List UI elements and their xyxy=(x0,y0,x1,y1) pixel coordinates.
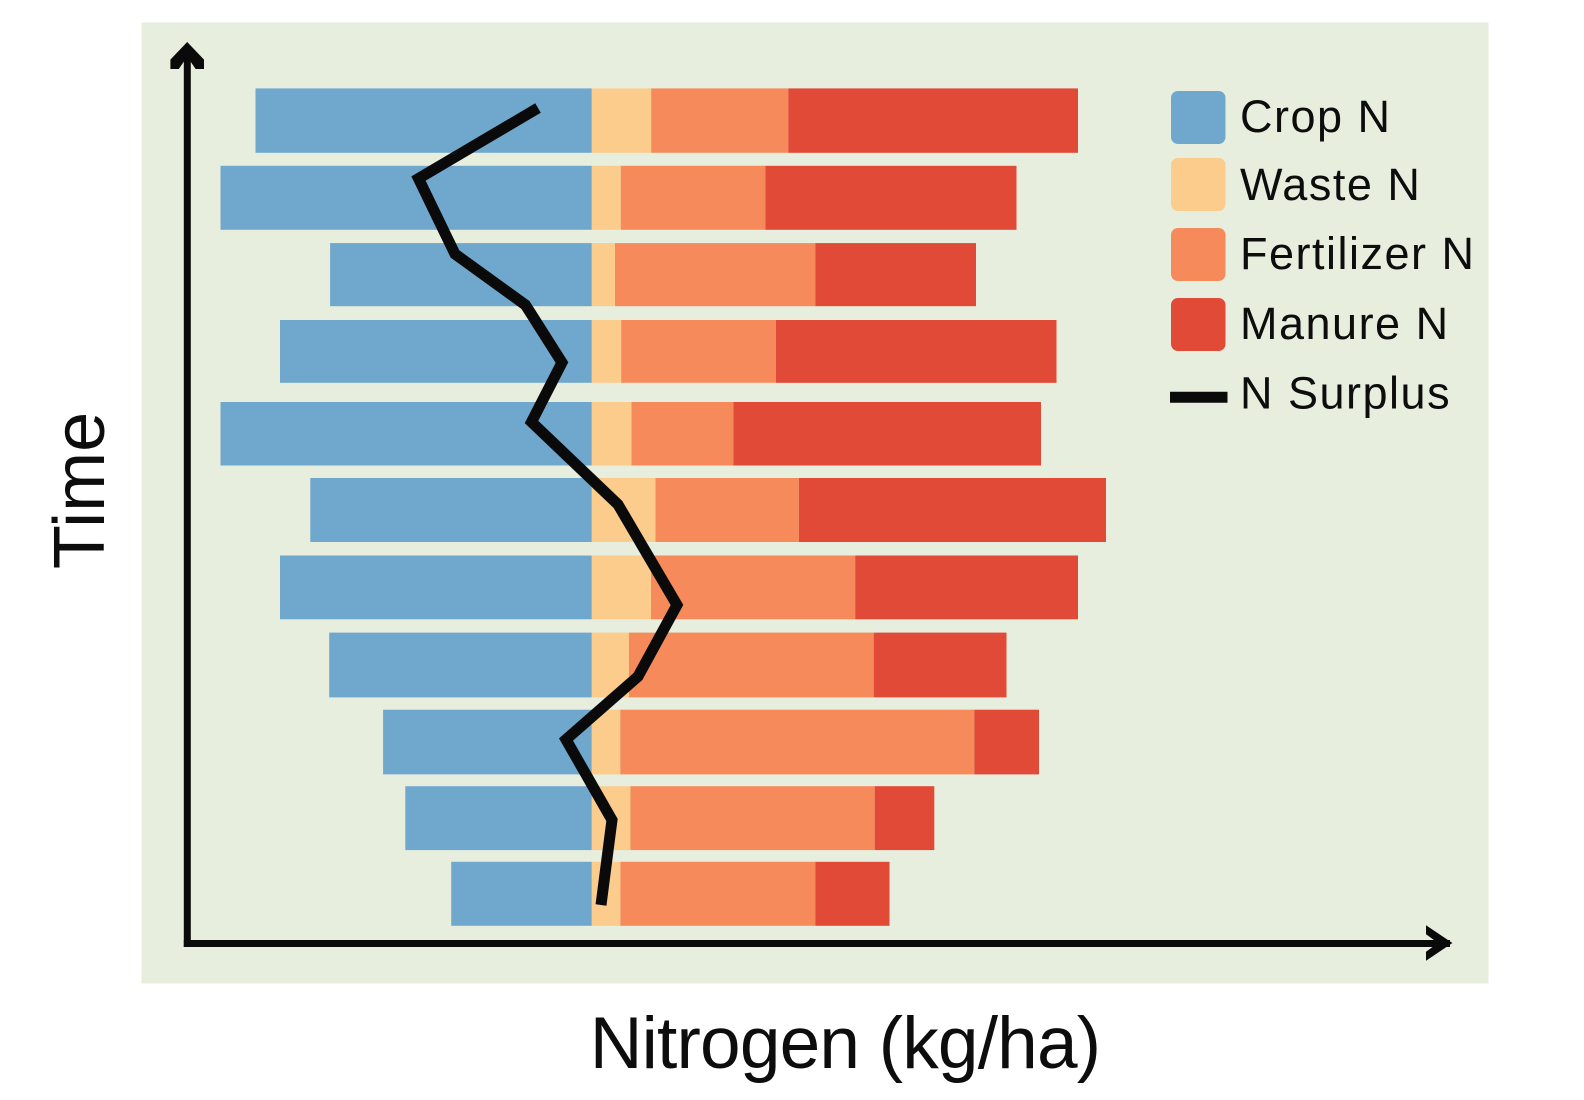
svg-text:Nitrogen (kg/ha): Nitrogen (kg/ha) xyxy=(590,1003,1101,1084)
svg-text:Waste N: Waste N xyxy=(1240,159,1421,210)
svg-text:Time: Time xyxy=(40,412,120,569)
svg-text:N Surplus: N Surplus xyxy=(1240,368,1451,419)
svg-text:Manure N: Manure N xyxy=(1240,298,1450,349)
svg-text:Crop N: Crop N xyxy=(1240,91,1392,142)
svg-text:Fertilizer N: Fertilizer N xyxy=(1240,228,1476,279)
